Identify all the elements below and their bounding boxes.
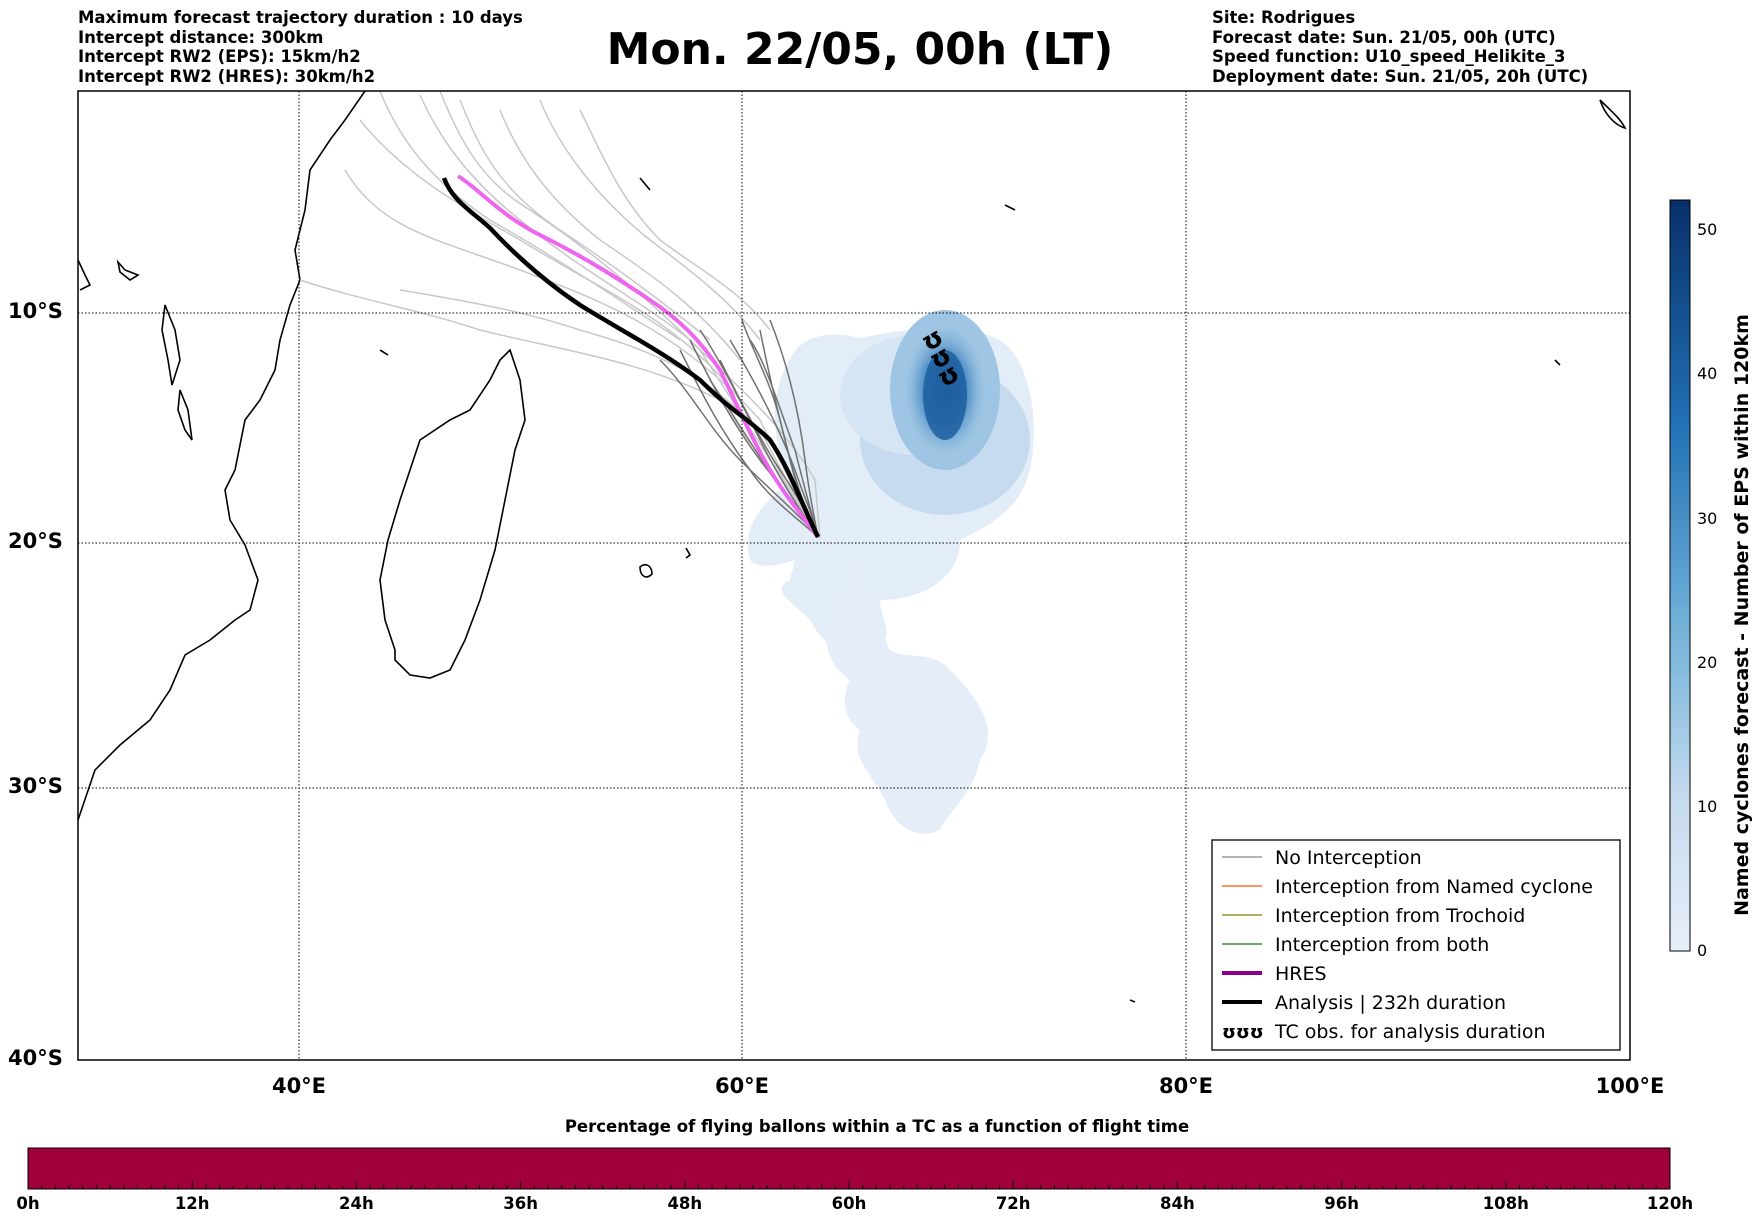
reunion-island: [639, 564, 653, 578]
bottom-bar-tick-label: 108h: [1482, 1194, 1529, 1213]
bottom-bar-tick-label: 48h: [667, 1194, 703, 1213]
legend-box: [1211, 839, 1621, 1051]
lat-tick-label: 20°S: [8, 529, 63, 553]
colorbar-label: Named cyclones forecast - Number of EPS …: [1731, 314, 1753, 916]
tc-observations: ʊ ʊ ʊ: [917, 322, 965, 394]
info-line: Maximum forecast trajectory duration : 1…: [78, 8, 523, 27]
legend-label: Interception from both: [1275, 934, 1489, 956]
hres-track: [456, 174, 820, 539]
colorbar-tick: 10: [1697, 797, 1718, 816]
info-line: Intercept RW2 (HRES): 30km/h2: [78, 66, 376, 86]
density-south-tail: [826, 560, 989, 834]
lat-tick-label: 30°S: [8, 774, 63, 798]
colorbar-tick: 50: [1697, 220, 1718, 239]
map-legend: No Interception Interception from Named c…: [1211, 839, 1621, 1051]
header-left-info: Maximum forecast trajectory duration : 1…: [78, 8, 523, 86]
lon-tick-label: 80°E: [1158, 1074, 1214, 1098]
bottom-bar-title: Percentage of flying ballons within a TC…: [564, 1117, 1190, 1136]
madagascar-coast: [379, 348, 526, 679]
lat-tick-label: 10°S: [8, 299, 63, 323]
bottom-bar-tick-label: 120h: [1646, 1194, 1694, 1213]
legend-symbol: ʊʊʊ: [1222, 1022, 1264, 1043]
info-line: Speed function: U10_speed_Helikite_3: [1212, 47, 1566, 66]
legend-label: Interception from Trochoid: [1275, 905, 1525, 927]
info-line: Intercept distance: 300km: [78, 27, 324, 47]
colorbar-tick: 20: [1697, 653, 1718, 672]
islet-c: [1129, 999, 1136, 1003]
bottom-bar-tick-label: 0h: [16, 1194, 40, 1213]
info-line: Forecast date: Sun. 21/05, 00h (UTC): [1212, 27, 1556, 47]
northeast-island: [1599, 99, 1627, 130]
lake-tanganyika: [161, 304, 181, 386]
legend-label: Analysis | 232h duration: [1275, 992, 1506, 1014]
legend-label: No Interception: [1275, 847, 1422, 869]
info-line: Intercept RW2 (EPS): 15km/h2: [78, 47, 361, 66]
lake-victoria: [116, 259, 140, 281]
lon-tick-label: 100°E: [1595, 1074, 1665, 1098]
legend-label: HRES: [1275, 963, 1327, 985]
bottom-bar-tick-label: 36h: [503, 1194, 538, 1213]
analysis-track: [441, 177, 821, 538]
bottom-bar-tick-label: 24h: [339, 1194, 374, 1213]
lon-tick-label: 40°E: [271, 1074, 327, 1098]
info-line: Site: Rodrigues: [1212, 8, 1356, 27]
comoros-island: [379, 349, 389, 356]
cyclone-density-field: [748, 310, 1034, 834]
mauritius-island: [685, 547, 692, 559]
colorbar-tick: 30: [1697, 509, 1718, 528]
density-peak: [923, 350, 967, 440]
map-plot-area: ʊ ʊ ʊ: [78, 91, 1627, 1003]
map-gridlines: [78, 91, 1630, 1060]
bottom-bar-tick-label: 96h: [1324, 1194, 1359, 1213]
coastlines: [78, 91, 1627, 1003]
bottom-bar-tick-label: 12h: [174, 1194, 210, 1213]
header-right-info: Site: Rodrigues Forecast date: Sun. 21/0…: [1212, 8, 1588, 86]
colorbar: [1669, 199, 1691, 952]
bottom-bar-tick-label: 84h: [1160, 1194, 1195, 1213]
legend-label: TC obs. for analysis duration: [1274, 1021, 1546, 1043]
lon-tick-label: 60°E: [714, 1074, 770, 1098]
islet-b: [639, 177, 651, 191]
africa-coast: [78, 91, 366, 821]
bottom-bar-tick-label: 60h: [831, 1194, 867, 1213]
legend-label: Interception from Named cyclone: [1275, 876, 1593, 898]
islet-a: [1004, 204, 1016, 211]
africa-coast-north: [78, 259, 92, 291]
lat-tick-label: 40°S: [8, 1046, 63, 1070]
east-island: [1554, 359, 1561, 366]
colorbar-tick: 0: [1697, 941, 1708, 960]
bottom-bar-tick-label: 72h: [995, 1194, 1031, 1213]
lake-malawi: [177, 389, 193, 441]
info-line: Deployment date: Sun. 21/05, 20h (UTC): [1212, 66, 1589, 86]
map-frame: [77, 90, 1631, 1061]
page-title: Mon. 22/05, 00h (LT): [606, 24, 1114, 75]
colorbar-tick: 40: [1697, 364, 1718, 383]
